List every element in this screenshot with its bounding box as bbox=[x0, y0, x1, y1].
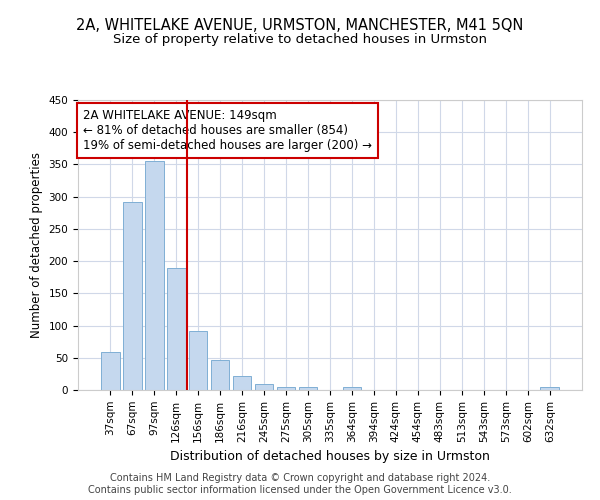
Text: 2A, WHITELAKE AVENUE, URMSTON, MANCHESTER, M41 5QN: 2A, WHITELAKE AVENUE, URMSTON, MANCHESTE… bbox=[76, 18, 524, 32]
Bar bbox=[233, 376, 251, 390]
Bar bbox=[541, 387, 559, 390]
Bar bbox=[343, 387, 361, 390]
Text: Contains HM Land Registry data © Crown copyright and database right 2024.
Contai: Contains HM Land Registry data © Crown c… bbox=[88, 474, 512, 495]
Bar bbox=[189, 332, 208, 390]
Text: 2A WHITELAKE AVENUE: 149sqm
← 81% of detached houses are smaller (854)
19% of se: 2A WHITELAKE AVENUE: 149sqm ← 81% of det… bbox=[83, 108, 372, 152]
Text: Size of property relative to detached houses in Urmston: Size of property relative to detached ho… bbox=[113, 32, 487, 46]
Bar bbox=[123, 202, 142, 390]
Bar bbox=[211, 360, 229, 390]
Y-axis label: Number of detached properties: Number of detached properties bbox=[30, 152, 43, 338]
Bar bbox=[145, 161, 164, 390]
X-axis label: Distribution of detached houses by size in Urmston: Distribution of detached houses by size … bbox=[170, 450, 490, 463]
Bar bbox=[277, 387, 295, 390]
Bar bbox=[255, 384, 274, 390]
Bar bbox=[167, 268, 185, 390]
Bar bbox=[101, 352, 119, 390]
Bar bbox=[299, 387, 317, 390]
